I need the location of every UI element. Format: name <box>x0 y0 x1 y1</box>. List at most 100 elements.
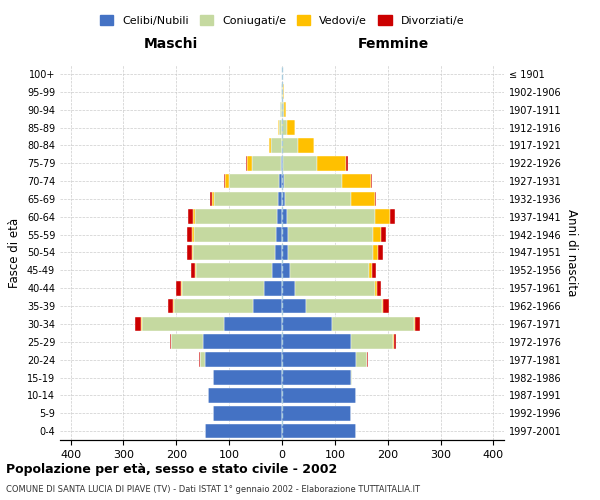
Bar <box>283 84 284 99</box>
Bar <box>196 263 272 278</box>
Bar <box>199 352 200 367</box>
Bar <box>332 316 414 331</box>
Bar <box>278 192 282 206</box>
Bar <box>282 388 356 402</box>
Bar <box>280 120 282 135</box>
Bar <box>168 298 173 314</box>
Bar <box>282 334 351 349</box>
Bar <box>306 298 382 314</box>
Bar <box>369 263 372 278</box>
Bar <box>284 102 286 117</box>
Bar <box>284 174 342 188</box>
Bar <box>414 316 415 331</box>
Bar <box>382 298 383 314</box>
Bar <box>170 334 171 349</box>
Bar <box>182 281 263 295</box>
Bar <box>317 156 346 170</box>
Bar <box>252 156 281 170</box>
Bar <box>278 120 280 135</box>
Bar <box>282 352 356 367</box>
Bar <box>377 281 381 295</box>
Bar <box>214 192 278 206</box>
Bar <box>280 174 282 188</box>
Bar <box>275 245 282 260</box>
Bar <box>205 352 282 367</box>
Y-axis label: Fasce di età: Fasce di età <box>8 218 21 288</box>
Bar <box>176 281 181 295</box>
Bar <box>381 228 386 242</box>
Bar <box>200 352 205 367</box>
Bar <box>192 228 194 242</box>
Bar <box>351 192 374 206</box>
Bar <box>245 156 247 170</box>
Bar <box>374 192 376 206</box>
Bar <box>282 138 298 152</box>
Bar <box>195 263 196 278</box>
Bar <box>282 174 284 188</box>
Bar <box>193 245 275 260</box>
Bar <box>282 192 284 206</box>
Bar <box>213 370 282 385</box>
Bar <box>351 370 352 385</box>
Bar <box>282 281 295 295</box>
Bar <box>295 281 374 295</box>
Bar <box>367 352 368 367</box>
Bar <box>212 192 214 206</box>
Bar <box>272 263 282 278</box>
Bar <box>171 334 203 349</box>
Bar <box>192 245 193 260</box>
Bar <box>283 156 317 170</box>
Bar <box>229 174 280 188</box>
Bar <box>134 316 141 331</box>
Bar <box>374 281 377 295</box>
Bar <box>290 263 369 278</box>
Bar <box>289 245 373 260</box>
Bar <box>253 298 282 314</box>
Bar <box>373 245 378 260</box>
Bar <box>205 424 282 438</box>
Bar <box>213 406 282 420</box>
Bar <box>225 174 229 188</box>
Bar <box>193 210 195 224</box>
Bar <box>210 192 212 206</box>
Bar <box>282 370 351 385</box>
Bar <box>372 263 376 278</box>
Bar <box>346 156 347 170</box>
Bar <box>282 156 283 170</box>
Bar <box>282 316 332 331</box>
Bar <box>247 156 252 170</box>
Text: COMUNE DI SANTA LUCIA DI PIAVE (TV) - Dati ISTAT 1° gennaio 2002 - Elaborazione : COMUNE DI SANTA LUCIA DI PIAVE (TV) - Da… <box>6 485 420 494</box>
Bar <box>282 298 306 314</box>
Bar <box>282 406 351 420</box>
Bar <box>271 138 282 152</box>
Y-axis label: Anni di nascita: Anni di nascita <box>565 209 578 296</box>
Bar <box>269 138 271 152</box>
Text: Femmine: Femmine <box>358 36 428 51</box>
Bar <box>415 316 421 331</box>
Bar <box>275 228 282 242</box>
Bar <box>371 174 372 188</box>
Bar <box>263 281 282 295</box>
Bar <box>394 334 395 349</box>
Bar <box>284 192 351 206</box>
Bar <box>282 210 287 224</box>
Bar <box>224 174 225 188</box>
Text: Popolazione per età, sesso e stato civile - 2002: Popolazione per età, sesso e stato civil… <box>6 462 337 475</box>
Bar <box>141 316 142 331</box>
Bar <box>188 210 193 224</box>
Bar <box>383 298 389 314</box>
Bar <box>282 245 289 260</box>
Bar <box>373 228 381 242</box>
Bar <box>187 228 192 242</box>
Bar <box>282 120 287 135</box>
Bar <box>224 316 282 331</box>
Bar <box>282 102 284 117</box>
Bar <box>351 334 393 349</box>
Bar <box>142 316 224 331</box>
Bar <box>298 138 314 152</box>
Bar <box>187 245 192 260</box>
Legend: Celibi/Nubili, Coniugati/e, Vedovi/e, Divorziati/e: Celibi/Nubili, Coniugati/e, Vedovi/e, Di… <box>95 10 469 30</box>
Bar <box>277 210 282 224</box>
Bar <box>173 298 253 314</box>
Bar <box>374 210 391 224</box>
